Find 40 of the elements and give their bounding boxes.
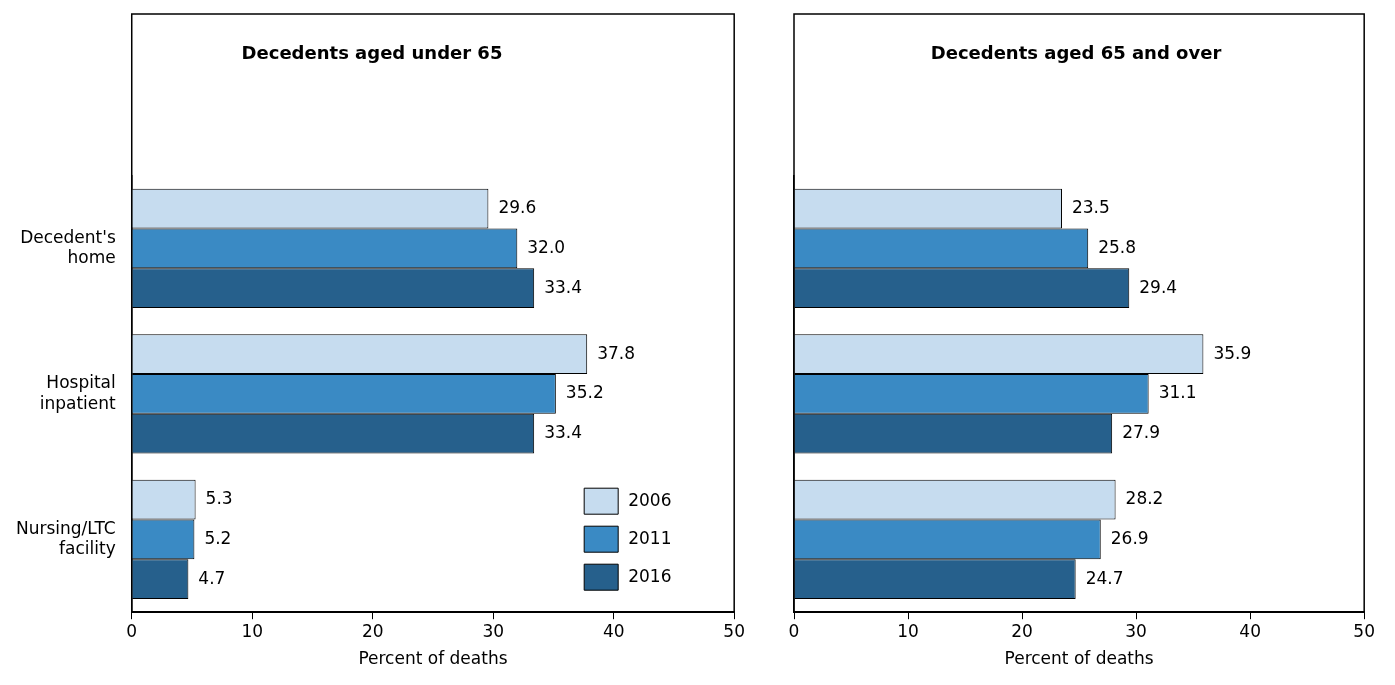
x-tick-label: 40 xyxy=(602,620,625,641)
y-tick-label: Hospital inpatient xyxy=(39,372,117,413)
data-label: 33.4 xyxy=(544,276,583,297)
x-tick-label: 50 xyxy=(723,620,745,641)
data-label: 31.1 xyxy=(1158,382,1197,403)
data-label: 27.9 xyxy=(1122,422,1161,443)
x-tick-label: 0 xyxy=(788,620,800,641)
data-label: 32.0 xyxy=(527,236,566,257)
x-tick-label: 40 xyxy=(1239,620,1261,641)
data-label: 5.3 xyxy=(205,488,233,509)
data-label: 4.7 xyxy=(198,567,226,588)
x-tick-label: 0 xyxy=(126,620,138,641)
data-label: 24.7 xyxy=(1085,567,1124,588)
legend-label: 2011 xyxy=(628,527,672,548)
x-axis-title: Percent of deaths xyxy=(358,648,508,669)
legend-label: 2016 xyxy=(628,565,672,586)
chart-title: Decedents aged under 65 xyxy=(241,42,503,64)
data-label: 5.2 xyxy=(204,527,232,548)
x-tick-label: 20 xyxy=(1011,620,1033,641)
x-axis-title: Percent of deaths xyxy=(1004,648,1154,669)
data-label: 23.5 xyxy=(1071,197,1110,218)
y-tick-label: Decedent's home xyxy=(20,226,116,267)
data-label: 35.9 xyxy=(1213,342,1252,363)
x-tick-label: 10 xyxy=(897,620,919,641)
x-tick-label: 50 xyxy=(1353,620,1375,641)
chart-title: Decedents aged 65 and over xyxy=(930,42,1222,64)
x-tick-label: 30 xyxy=(482,620,505,641)
y-tick-label: Nursing/LTC facility xyxy=(15,517,116,559)
data-label: 29.4 xyxy=(1139,276,1178,297)
data-label: 28.2 xyxy=(1125,488,1164,509)
data-label: 26.9 xyxy=(1110,527,1149,548)
x-tick-label: 10 xyxy=(241,620,264,641)
legend-label: 2006 xyxy=(628,489,672,510)
data-label: 35.2 xyxy=(565,382,604,403)
x-tick-label: 20 xyxy=(361,620,384,641)
data-label: 25.8 xyxy=(1098,236,1137,257)
data-label: 33.4 xyxy=(544,422,583,443)
data-label: 37.8 xyxy=(597,342,636,363)
x-tick-label: 30 xyxy=(1125,620,1147,641)
data-label: 29.6 xyxy=(498,197,537,218)
